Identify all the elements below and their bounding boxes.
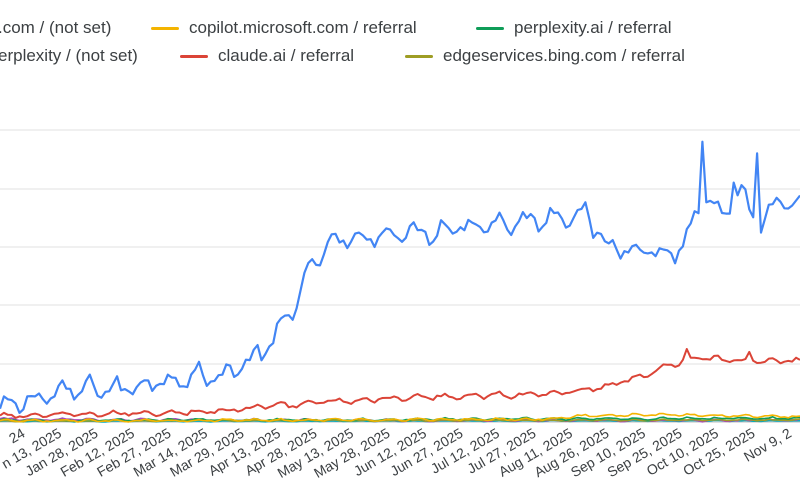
legend-item[interactable]: edgeservices.bing.com / referral bbox=[405, 46, 685, 66]
legend-swatch bbox=[180, 54, 208, 58]
chart-legend: .com / (not set) copilot.microsoft.com /… bbox=[0, 0, 800, 80]
legend-item-label: copilot.microsoft.com / referral bbox=[189, 18, 417, 37]
legend-swatch bbox=[405, 54, 433, 58]
legend-item[interactable]: erplexity / (not set) bbox=[0, 46, 138, 66]
legend-item-label: perplexity.ai / referral bbox=[514, 18, 672, 37]
legend-item-label: claude.ai / referral bbox=[218, 46, 355, 65]
series-line-copilot-microsoft-com-referral bbox=[0, 412, 800, 423]
legend-item[interactable]: .com / (not set) bbox=[0, 18, 111, 38]
legend-item[interactable]: claude.ai / referral bbox=[180, 46, 354, 66]
legend-swatch bbox=[151, 26, 179, 30]
gridlines bbox=[0, 129, 800, 423]
legend-item-label: .com / (not set) bbox=[0, 18, 112, 37]
legend-item-label: edgeservices.bing.com / referral bbox=[443, 46, 685, 65]
series-line-claude-ai-referral bbox=[0, 348, 800, 419]
series-lines bbox=[0, 140, 800, 423]
legend-item[interactable]: copilot.microsoft.com / referral bbox=[151, 18, 417, 38]
series-line--com-not-set- bbox=[0, 140, 800, 414]
legend-swatch bbox=[476, 26, 504, 30]
legend-item[interactable]: perplexity.ai / referral bbox=[476, 18, 671, 38]
legend-item-label: erplexity / (not set) bbox=[0, 46, 138, 65]
x-tick-label: 24 bbox=[6, 425, 28, 447]
